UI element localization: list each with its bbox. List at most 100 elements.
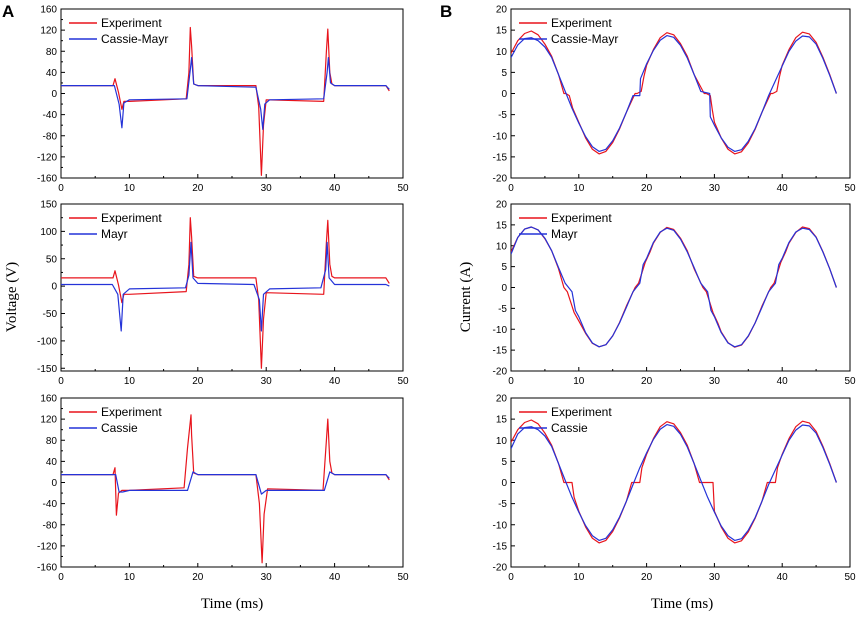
x-tick-label-a1-3: 30 <box>261 183 273 194</box>
y-tick-label-b3-0: -20 <box>493 563 508 574</box>
legend-label-a1-0: Experiment <box>101 16 162 30</box>
y-tick-label-a1-6: -40 <box>43 110 58 121</box>
y-tick-label-a1-4: -80 <box>43 131 58 142</box>
x-tick-label-b3-5: 50 <box>844 572 856 583</box>
x-tick-label-b2-0: 0 <box>508 376 514 387</box>
y-tick-label-a1-2: -120 <box>37 152 57 163</box>
y-tick-label-b2-2: -10 <box>493 325 508 336</box>
legend-label-a2-0: Experiment <box>101 211 162 225</box>
x-tick-label-a2-5: 50 <box>397 376 409 387</box>
x-tick-label-b3-1: 10 <box>573 572 585 583</box>
y-tick-label-a2-2: -100 <box>37 336 57 347</box>
legend-label-a2-1: Mayr <box>101 227 128 241</box>
plot-a2: 0 10 20 30 40 50 -150 -100 -50 0 50 100 150 Experimen… <box>37 200 409 388</box>
y-tick-label-b1-8: 20 <box>496 5 508 16</box>
panel-letter-a: A <box>2 2 14 21</box>
x-tick-label-a3-3: 30 <box>261 572 273 583</box>
x-tick-label-b1-1: 10 <box>573 183 585 194</box>
y-tick-label-b1-1: -15 <box>493 152 508 163</box>
y-tick-label-a3-12: 80 <box>46 436 58 447</box>
y-tick-label-b1-6: 10 <box>496 47 508 58</box>
x-tick-label-a3-2: 20 <box>192 572 204 583</box>
legend-label-b2-1: Mayr <box>551 227 578 241</box>
y-tick-label-a1-10: 40 <box>46 68 58 79</box>
y-tick-label-a3-14: 120 <box>40 415 57 426</box>
x-tick-label-b3-0: 0 <box>508 572 514 583</box>
y-tick-label-a2-0: -150 <box>37 364 57 375</box>
x-tick-label-b3-4: 40 <box>777 572 789 583</box>
x-tick-label-a2-1: 10 <box>124 376 136 387</box>
y-tick-label-b1-2: -10 <box>493 131 508 142</box>
x-tick-label-a3-0: 0 <box>58 572 64 583</box>
x-tick-label-b2-3: 30 <box>709 376 721 387</box>
plot-b2: 0 10 20 30 40 50 -20 -15 -10 -5 0 5 10 15 20 Experiment… <box>493 200 856 388</box>
x-tick-label-b3-2: 20 <box>641 572 653 583</box>
plot-a3: 0 10 20 30 40 50 -160 -120 -80 -40 0 40 80 120 160 Expe… <box>37 394 409 584</box>
y-tick-label-b3-5: 5 <box>501 457 507 468</box>
x-tick-label-b1-5: 50 <box>844 183 856 194</box>
y-tick-label-a2-6: 0 <box>51 282 57 293</box>
y-tick-label-b1-4: 0 <box>501 89 507 100</box>
x-tick-label-a3-1: 10 <box>124 572 136 583</box>
y-tick-label-b3-3: -5 <box>498 499 507 510</box>
x-tick-label-a2-0: 0 <box>58 376 64 387</box>
y-tick-label-a2-12: 150 <box>40 200 57 211</box>
x-tick-label-a1-2: 20 <box>192 183 204 194</box>
x-tick-label-a3-5: 50 <box>397 572 409 583</box>
y-tick-label-a3-16: 160 <box>40 394 57 405</box>
legend-label-b2-0: Experiment <box>551 211 612 225</box>
left-time-axis-title: Time (ms) <box>201 596 263 612</box>
x-tick-label-b1-3: 30 <box>709 183 721 194</box>
x-tick-label-a2-3: 30 <box>261 376 273 387</box>
series-line-b3-experiment <box>511 419 837 544</box>
series-line-b1-experiment <box>511 30 837 155</box>
right-time-axis-title: Time (ms) <box>651 596 713 612</box>
y-tick-label-a1-0: -160 <box>37 174 57 185</box>
x-tick-label-a3-4: 40 <box>329 572 341 583</box>
x-tick-label-a2-2: 20 <box>192 376 204 387</box>
series-line-b2-experiment <box>511 226 837 348</box>
x-tick-label-b1-0: 0 <box>508 183 514 194</box>
y-tick-label-b3-2: -10 <box>493 520 508 531</box>
y-tick-label-b3-7: 15 <box>496 415 508 426</box>
series-line-b3-model <box>511 424 837 542</box>
y-tick-label-a1-12: 80 <box>46 47 58 58</box>
x-tick-label-b2-2: 20 <box>641 376 653 387</box>
series-line-a3-experiment <box>61 414 390 564</box>
series-line-a3-model <box>61 471 390 495</box>
y-tick-label-b2-8: 20 <box>496 200 508 211</box>
legend-label-b3-0: Experiment <box>551 405 612 419</box>
x-tick-label-a1-0: 0 <box>58 183 64 194</box>
series-line-a2-model <box>61 241 390 332</box>
voltage-axis-title: Voltage (V) <box>4 262 20 332</box>
series-line-a1-experiment <box>61 26 390 176</box>
y-tick-label-a3-2: -120 <box>37 541 57 552</box>
y-tick-label-a1-14: 120 <box>40 26 57 37</box>
series-line-a1-model <box>61 56 390 130</box>
x-tick-label-a1-1: 10 <box>124 183 136 194</box>
y-tick-label-b2-7: 15 <box>496 220 508 231</box>
y-tick-label-a2-4: -50 <box>43 309 58 320</box>
y-tick-label-a3-6: -40 <box>43 499 58 510</box>
plot-b1: 0 10 20 30 40 50 -20 -15 -10 -5 0 5 10 15 20 Experiment… <box>493 5 856 195</box>
legend-label-a1-1: Cassie-Mayr <box>101 32 168 46</box>
y-tick-label-b1-5: 5 <box>501 68 507 79</box>
y-tick-label-b3-4: 0 <box>501 478 507 489</box>
x-tick-label-b2-4: 40 <box>777 376 789 387</box>
x-tick-label-b2-5: 50 <box>844 376 856 387</box>
y-tick-label-a2-10: 100 <box>40 227 57 238</box>
y-tick-label-a2-8: 50 <box>46 254 58 265</box>
series-line-b2-model <box>511 226 837 348</box>
plot-a1: 0 10 20 30 40 50 -160 -120 -80 -40 0 40 80 120 160 Expe… <box>37 5 409 195</box>
y-tick-label-b2-4: 0 <box>501 283 507 294</box>
legend-label-a3-0: Experiment <box>101 405 162 419</box>
y-tick-label-b1-7: 15 <box>496 26 508 37</box>
y-tick-label-a3-4: -80 <box>43 520 58 531</box>
plot-b3: 0 10 20 30 40 50 -20 -15 -10 -5 0 5 10 15 20 Experiment… <box>493 394 856 584</box>
x-tick-label-b1-4: 40 <box>777 183 789 194</box>
x-tick-label-b3-3: 30 <box>709 572 721 583</box>
x-tick-label-a1-5: 50 <box>397 183 409 194</box>
y-tick-label-a1-8: 0 <box>51 89 57 100</box>
current-axis-title: Current (A) <box>458 262 474 332</box>
x-tick-label-a1-4: 40 <box>329 183 341 194</box>
